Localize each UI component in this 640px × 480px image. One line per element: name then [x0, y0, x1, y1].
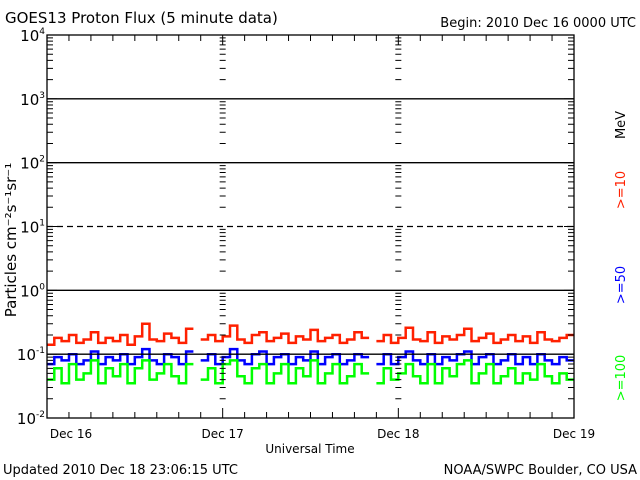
threshold-lines [47, 98, 574, 355]
legend-label-2: >=100 [614, 355, 629, 402]
x-tick-label-0: Dec 16 [50, 427, 92, 441]
y-tick-labels: 104 103 102 101 100 10-1 10-2 [17, 27, 45, 428]
footer-updated: Updated 2010 Dec 18 23:06:15 UTC [3, 463, 238, 478]
series-layer [47, 322, 574, 385]
y-axis-label: Particles cm⁻²s⁻¹sr⁻¹ [2, 163, 20, 317]
series-line-2 [47, 359, 574, 385]
y-tick-label-3: 101 [20, 219, 45, 237]
y-tick-label-6: 10-2 [17, 410, 45, 428]
x-tick-label-3: Dec 19 [553, 427, 595, 441]
x-tick-labels: Dec 16 Dec 17 Dec 18 Dec 19 [50, 427, 595, 441]
legend-label-0: >=10 [614, 171, 629, 209]
begin-label: Begin: 2010 Dec 16 0000 UTC [440, 16, 636, 31]
chart-title: GOES13 Proton Flux (5 minute data) [5, 9, 278, 27]
tick-marks [47, 35, 574, 419]
y-tick-label-0: 104 [20, 27, 45, 45]
x-axis-label: Universal Time [265, 442, 354, 456]
x-tick-label-2: Dec 18 [377, 427, 419, 441]
series-line-0 [47, 322, 574, 347]
legend-label-1: >=50 [614, 266, 629, 304]
legend: >=10 >=50 >=100 [614, 171, 629, 401]
y-tick-label-5: 10-1 [17, 346, 45, 364]
y-tick-label-1: 103 [20, 91, 45, 109]
axis-ticks [47, 35, 574, 419]
footer-source: NOAA/SWPC Boulder, CO USA [444, 463, 637, 478]
y-tick-label-4: 100 [20, 282, 45, 300]
x-tick-label-1: Dec 17 [202, 427, 244, 441]
energy-unit-label: MeV [614, 111, 629, 139]
y-tick-label-2: 102 [20, 155, 45, 173]
